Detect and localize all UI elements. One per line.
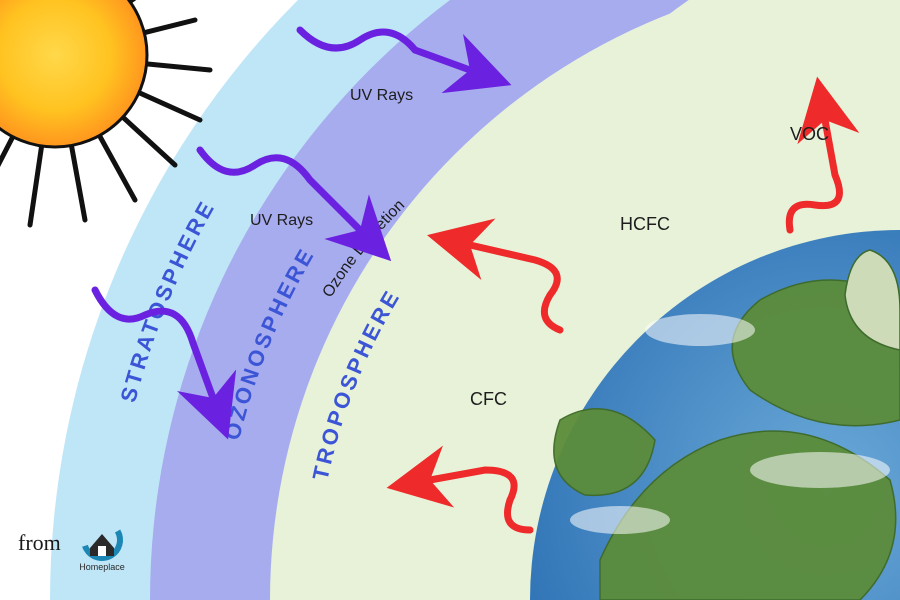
from-text: from — [18, 530, 61, 556]
voc-label: VOC — [790, 124, 829, 144]
uv-label-1: UV Rays — [350, 87, 413, 104]
diagram-stage: STRATOSPHERE OZONOSPHERE TROPOSPHERE Ozo… — [0, 0, 900, 600]
cfc-label: CFC — [470, 389, 507, 409]
uv-label-2: UV Rays — [250, 212, 313, 229]
svg-text:Homeplace: Homeplace — [79, 562, 125, 572]
diagram-svg: STRATOSPHERE OZONOSPHERE TROPOSPHERE Ozo… — [0, 0, 900, 600]
hcfc-label: HCFC — [620, 214, 670, 234]
